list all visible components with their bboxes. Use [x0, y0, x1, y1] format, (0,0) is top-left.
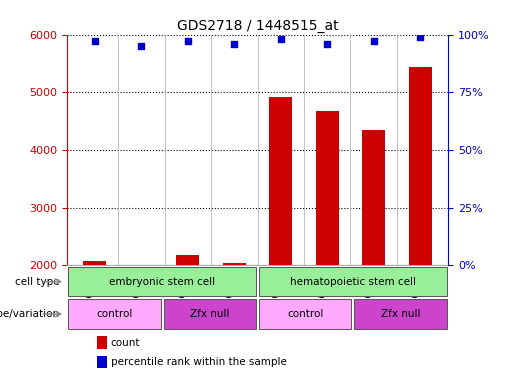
Text: genotype/variation: genotype/variation	[0, 309, 59, 319]
Bar	[362, 131, 385, 265]
Text: Zfx null: Zfx null	[381, 309, 420, 319]
Point	[370, 38, 378, 45]
Point	[137, 43, 145, 49]
Bar	[164, 300, 256, 329]
Bar	[176, 255, 199, 265]
Text: cell type: cell type	[15, 276, 59, 286]
Text: GDS2718 / 1448515_at: GDS2718 / 1448515_at	[177, 19, 338, 33]
Text: control: control	[287, 309, 323, 319]
Point	[277, 36, 285, 42]
Bar	[269, 97, 293, 265]
Bar	[97, 336, 107, 349]
Bar	[68, 267, 256, 296]
Point	[416, 34, 424, 40]
Text: Zfx null: Zfx null	[190, 309, 230, 319]
Point	[230, 41, 238, 47]
Bar	[222, 263, 246, 265]
Bar	[316, 111, 339, 265]
Text: percentile rank within the sample: percentile rank within the sample	[111, 357, 287, 367]
Point	[184, 38, 192, 45]
Bar	[354, 300, 447, 329]
Text: control: control	[96, 309, 133, 319]
Point	[91, 38, 99, 45]
Point	[323, 41, 331, 47]
Bar	[83, 261, 107, 265]
Text: count: count	[111, 338, 140, 348]
Bar	[259, 300, 351, 329]
Bar	[130, 265, 153, 267]
Text: embryonic stem cell: embryonic stem cell	[109, 276, 215, 286]
Bar	[97, 356, 107, 368]
Bar	[408, 68, 432, 265]
Bar	[259, 267, 447, 296]
Text: hematopoietic stem cell: hematopoietic stem cell	[290, 276, 416, 286]
Bar	[68, 300, 161, 329]
